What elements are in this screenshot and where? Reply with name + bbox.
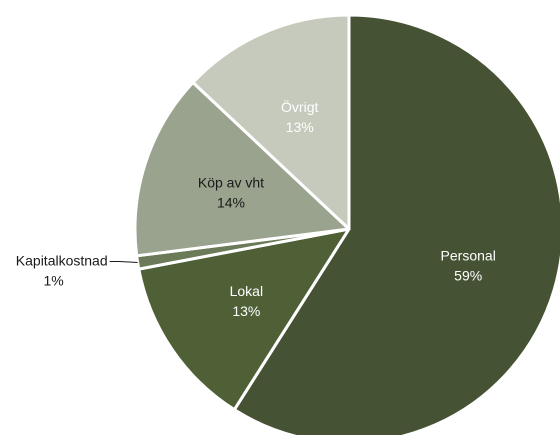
slice-label-ovrigt: Övrigt (281, 98, 318, 115)
slice-value-kapitalkostnad: 1% (44, 272, 64, 288)
slice-label-personal: Personal (441, 248, 496, 264)
slice-value-ovrigt: 13% (286, 119, 314, 135)
leader-line-kapitalkostnad (109, 260, 138, 263)
pie-slice-ovrigt (191, 13, 351, 231)
slice-label-kop-av-vht: Köp av vht (198, 175, 264, 191)
slice-value-lokal: 13% (232, 303, 260, 319)
slice-label-kapitalkostnad: Kapitalkostnad (16, 252, 108, 268)
slice-value-kop-av-vht: 14% (217, 195, 245, 211)
pie-slice-kop-av-vht (133, 81, 351, 258)
pie-slice-personal (232, 13, 560, 435)
slice-value-personal: 59% (454, 268, 482, 284)
pie-slice-lokal (137, 227, 351, 412)
slice-label-lokal: Lokal (230, 283, 263, 299)
